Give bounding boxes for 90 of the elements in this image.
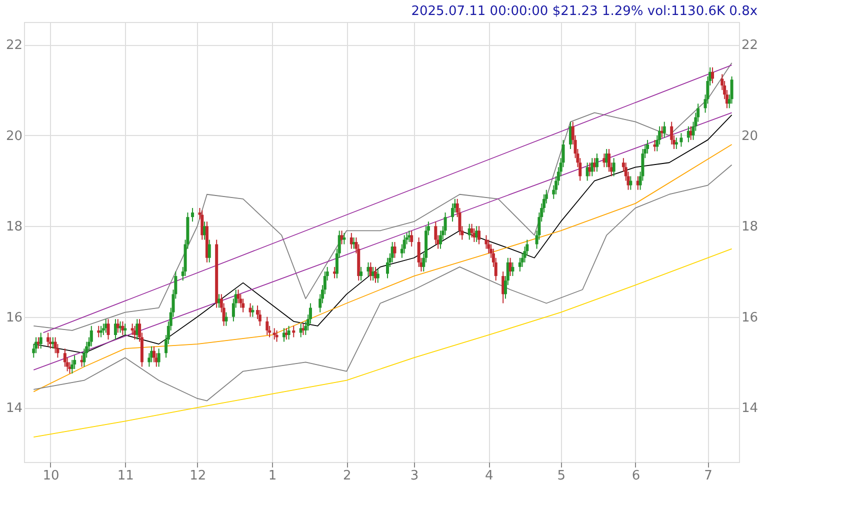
candlestick [402,234,406,254]
candlestick [116,318,120,334]
candlestick [272,328,276,340]
candlestick [106,318,110,340]
candlestick [200,210,204,240]
candlestick [590,158,594,177]
candlestick [124,323,127,336]
y-tick-label: 14 [6,401,22,416]
candlestick [438,230,442,250]
x-tick-label: 3 [410,468,419,484]
candlestick [386,257,390,279]
candlestick [608,148,610,172]
y2-tick-label: 18 [742,220,758,235]
y2-tick-label: 22 [742,38,758,54]
x-tick-label: 5 [557,468,566,484]
candlestick [410,230,414,248]
candlestick [239,294,242,308]
candlestick [374,266,377,284]
candlestick [670,121,674,145]
line-series [33,248,732,438]
candlestick [157,348,160,368]
candlestick [236,289,240,304]
candlestick [68,362,72,374]
y-tick-label: 16 [6,310,22,326]
candlestick [242,298,245,313]
candlestick [299,323,302,338]
candlestick [191,207,194,222]
candlestick [434,221,438,245]
y-tick-label: 20 [6,128,22,144]
candlestick [417,236,420,268]
candlestick [284,328,288,340]
x-tick-label: 10 [42,468,60,484]
x-tick-label: 1 [268,468,277,484]
candlestick [90,325,93,347]
candlestick [612,158,616,177]
candlestick [282,328,286,342]
candlestick [369,262,372,282]
candlestick [121,320,124,336]
candlestick [224,312,228,326]
y2-tick-label: 14 [742,401,758,416]
candlestick [70,359,74,374]
candlestick [478,226,480,245]
candlestick [451,202,454,222]
candlestick [662,121,666,138]
candlestick [674,137,678,150]
candlestick [680,132,683,148]
candlestick [711,66,714,84]
candlestick [360,266,363,282]
candlestick [595,153,598,172]
candlestick [393,242,396,258]
candlestick [73,354,76,370]
candlestick [444,212,447,236]
candlestick [130,323,134,336]
candlestick [333,266,336,279]
y-tick-label: 22 [6,38,22,54]
candlestick [518,257,522,272]
candlestick [275,330,278,342]
candlestick [54,336,57,354]
candlestick [287,325,290,340]
candlestick [39,332,42,350]
x-tick-label: 6 [632,468,640,484]
x-tick-label: 2 [342,468,352,484]
candlestick [102,323,105,336]
x-tick-label: 4 [484,468,494,484]
y2-tick-label: 16 [742,310,758,326]
y-tick-label: 18 [6,220,22,235]
candlestick [46,332,50,347]
candlestick [511,262,514,277]
candlestick [484,234,488,250]
candlestick [646,139,650,154]
candlestick [470,223,474,238]
candlestick [408,230,411,242]
candlestick [487,239,490,254]
x-tick-label: 11 [117,468,134,484]
candlestick [629,176,632,190]
candlestick [208,239,211,263]
candlestick [251,305,254,318]
candlestick [34,336,38,354]
chart-title: 2025.07.11 00:00:00 $21.23 1.29% vol:1130.6K 0.8x [411,4,758,19]
x-tick-label: 12 [190,468,206,484]
candlestick [114,318,117,340]
x-tick-label: 7 [704,468,712,484]
candlestick [63,348,66,368]
candlestick [350,232,353,250]
y2-tick-label: 20 [742,128,758,144]
candlestick [730,76,734,104]
candlestick [376,268,380,284]
candlestick [152,346,156,363]
candlestick [266,316,269,336]
candlestick [258,310,262,326]
